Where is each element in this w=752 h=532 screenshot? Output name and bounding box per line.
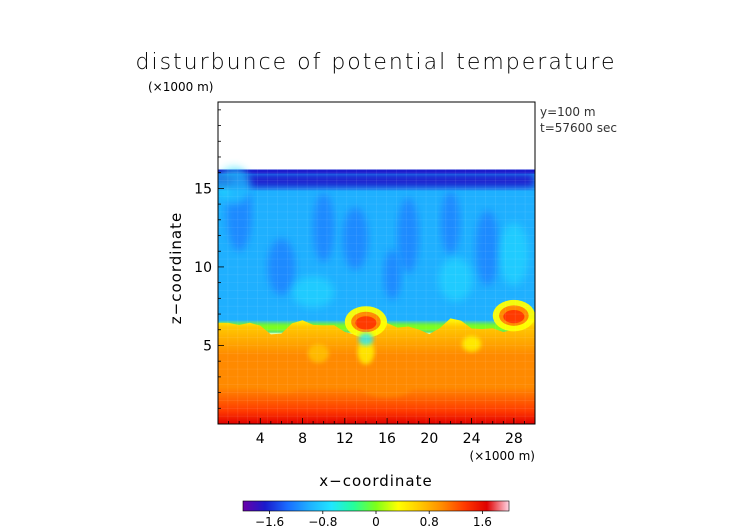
- warm-anomaly-core-0: [355, 316, 377, 330]
- mild-patch-2: [291, 276, 335, 308]
- y-tick-label: 15: [194, 181, 212, 197]
- warm-blob-5: [473, 367, 512, 387]
- warm-blob-4: [360, 375, 414, 398]
- x-tick-label: 16: [378, 431, 396, 447]
- top-boundary-band: [218, 169, 535, 174]
- cold-streak-7: [383, 249, 401, 300]
- x-axis-unit: (×1000 m): [470, 449, 535, 463]
- x-tick-label: 20: [420, 431, 438, 447]
- y-tick-label: 5: [203, 338, 212, 354]
- x-axis-label: x−coordinate: [319, 472, 432, 490]
- cold-streak-3: [397, 197, 419, 274]
- x-tick-label: 8: [298, 431, 307, 447]
- warm-blob-3: [260, 373, 303, 393]
- top-cold-band: [218, 173, 535, 188]
- y-tick-label: 10: [194, 260, 212, 276]
- cold-streak-6: [267, 238, 296, 296]
- title-unit-note: (×1000 m): [148, 80, 213, 94]
- heatmap-field: [218, 166, 535, 424]
- colorbar: [242, 500, 510, 512]
- warm-blob-0: [307, 343, 329, 363]
- y-axis-label: z−coordinate: [167, 212, 185, 324]
- x-tick-label: 24: [463, 431, 481, 447]
- annotation-y: y=100 m: [540, 105, 596, 119]
- mild-patch-1: [438, 257, 473, 302]
- chart-title: disturbunce of potential temperature: [136, 50, 617, 75]
- x-tick-label: 4: [256, 431, 265, 447]
- colorbar-tick-label: 1.6: [473, 515, 492, 529]
- y-axis: 5 10 15: [194, 109, 224, 409]
- cold-streak-1: [313, 193, 335, 263]
- mild-patch-3: [499, 222, 529, 286]
- colorbar-tick-label: 0.8: [420, 515, 439, 529]
- lower-warm-layer: [218, 318, 535, 424]
- colorbar-tick-label: 0: [372, 515, 380, 529]
- cold-streak-2: [342, 207, 369, 271]
- x-axis: 4 8 12 16 20 24 28: [228, 418, 525, 447]
- x-tick-label: 28: [505, 431, 523, 447]
- warm-blob-2: [462, 336, 482, 352]
- cool-pocket: [358, 332, 374, 346]
- warm-blob-1: [357, 339, 375, 365]
- annotation-t: t=57600 sec: [540, 121, 617, 135]
- x-tick-label: 12: [336, 431, 354, 447]
- warm-anomaly-core-1: [503, 310, 525, 324]
- colorbar-ticks: −1.6 −0.8 0 0.8 1.6: [255, 511, 492, 529]
- colorbar-tick-label: −1.6: [255, 515, 284, 529]
- mild-patch-0: [218, 166, 251, 205]
- cold-streak-4: [440, 191, 460, 255]
- colorbar-tick-label: −0.8: [308, 515, 337, 529]
- cold-streak-5: [475, 210, 500, 286]
